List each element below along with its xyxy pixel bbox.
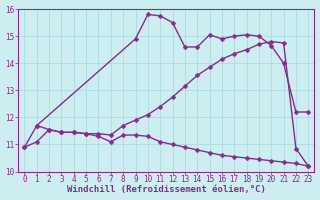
X-axis label: Windchill (Refroidissement éolien,°C): Windchill (Refroidissement éolien,°C) (67, 185, 266, 194)
